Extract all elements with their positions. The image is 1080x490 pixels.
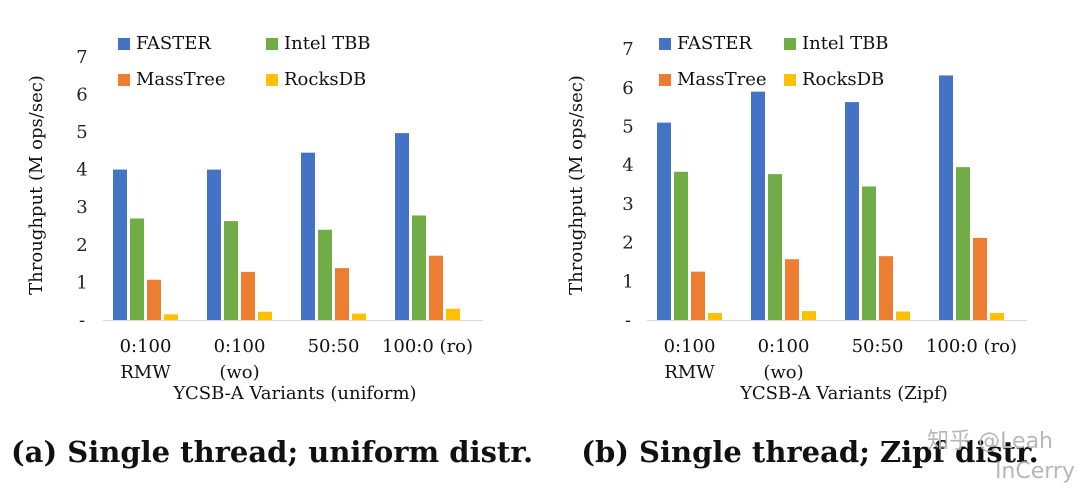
legend-label: FASTER xyxy=(136,33,211,54)
bar-faster xyxy=(845,102,859,320)
bar-intel-tbb xyxy=(674,171,688,320)
y-tick-label: 7 xyxy=(76,47,87,68)
x-tick-label: 50:50 xyxy=(308,336,360,357)
legend-swatch xyxy=(266,74,278,86)
chart-panel-b: - 1 2 3 4 5 6 7 Throughput (M ops/sec) 0:100 RMW 0:… xyxy=(566,33,1039,469)
bar-masstree xyxy=(785,259,799,320)
x-tick-label: 100:0 (ro) xyxy=(382,336,473,357)
y-tick-label: 6 xyxy=(622,78,633,99)
bar-intel-tbb xyxy=(862,186,876,320)
chart-panel-a: - 1 2 3 4 5 6 7 Throughput (M ops/sec) 0:100 RMW 0:… xyxy=(11,33,533,469)
bar-intel-tbb xyxy=(956,167,970,320)
figure-caption-a: (a) Single thread; uniform distr. xyxy=(11,435,533,469)
legend-swatch xyxy=(659,74,671,86)
legend-label: Intel TBB xyxy=(802,33,889,54)
x-tick-label: 0:100 xyxy=(120,336,172,357)
x-tick-label: 0:100 xyxy=(214,336,266,357)
y-tick-label: 4 xyxy=(622,155,633,176)
legend-label: Intel TBB xyxy=(284,33,371,54)
x-tick-label: 0:100 xyxy=(758,336,810,357)
bar-rocksdb xyxy=(352,313,366,320)
bar-faster xyxy=(207,169,221,320)
bar-faster xyxy=(751,91,765,320)
legend-label: MassTree xyxy=(677,69,767,90)
watermark-line2: InCerry xyxy=(995,459,1075,484)
legend-label: FASTER xyxy=(677,33,752,54)
x-tick-label: 100:0 (ro) xyxy=(926,336,1017,357)
legend-label: MassTree xyxy=(136,69,226,90)
x-axis-title: YCSB-A Variants (Zipf) xyxy=(739,383,947,404)
y-tick-label: 1 xyxy=(622,271,633,292)
bar-rocksdb xyxy=(896,311,910,320)
bar-masstree xyxy=(973,237,987,320)
bar-faster xyxy=(657,122,671,320)
legend-swatch xyxy=(266,38,278,50)
bar-intel-tbb xyxy=(224,221,238,320)
x-tick-label: (wo) xyxy=(763,362,803,383)
legend-label: RocksDB xyxy=(802,69,884,90)
y-tick-label: 2 xyxy=(76,235,87,256)
legend-label: RocksDB xyxy=(284,69,366,90)
y-tick-label: 6 xyxy=(76,84,87,105)
y-axis-title: Throughput (M ops/sec) xyxy=(26,75,47,295)
legend-swatch xyxy=(659,38,671,50)
y-tick-label: 1 xyxy=(76,272,87,293)
legend-swatch xyxy=(784,74,796,86)
y-tick-label: 3 xyxy=(76,197,87,218)
y-tick-label: 3 xyxy=(622,194,633,215)
x-tick-label: RMW xyxy=(120,362,171,383)
y-tick-label: 5 xyxy=(622,117,633,138)
bar-rocksdb xyxy=(802,311,816,320)
x-axis-title: YCSB-A Variants (uniform) xyxy=(172,383,416,404)
bar-rocksdb xyxy=(446,308,460,320)
bar-masstree xyxy=(429,255,443,320)
bar-intel-tbb xyxy=(130,218,144,320)
bar-rocksdb xyxy=(164,314,178,320)
x-tick-label: 0:100 xyxy=(664,336,716,357)
bar-intel-tbb xyxy=(412,215,426,320)
x-tick-label: RMW xyxy=(664,362,715,383)
x-tick-label: 50:50 xyxy=(852,336,904,357)
bar-masstree xyxy=(879,256,893,320)
watermark-line1: 知乎 @Leah xyxy=(927,429,1053,454)
bar-faster xyxy=(395,133,409,320)
legend-swatch xyxy=(784,38,796,50)
y-tick-label: 4 xyxy=(76,160,87,181)
y-tick-label: 5 xyxy=(76,122,87,143)
bar-masstree xyxy=(691,271,705,320)
y-tick-label: 2 xyxy=(622,233,633,254)
bar-faster xyxy=(301,152,315,320)
bar-faster xyxy=(113,169,127,320)
x-tick-label: (wo) xyxy=(219,362,259,383)
bar-rocksdb xyxy=(708,313,722,320)
bar-rocksdb xyxy=(990,313,1004,320)
bar-rocksdb xyxy=(258,311,272,320)
bar-intel-tbb xyxy=(768,174,782,320)
figure-caption-b: (b) Single thread; Zipf distr. xyxy=(581,435,1039,469)
y-tick-label: - xyxy=(79,310,85,331)
bar-masstree xyxy=(335,268,349,320)
y-tick-label: 7 xyxy=(622,39,633,60)
bar-masstree xyxy=(241,271,255,320)
bar-faster xyxy=(939,75,953,320)
y-axis-title: Throughput (M ops/sec) xyxy=(566,75,587,295)
bar-intel-tbb xyxy=(318,229,332,320)
legend-swatch xyxy=(118,74,130,86)
y-tick-label: - xyxy=(625,310,631,331)
bar-masstree xyxy=(147,279,161,320)
legend-swatch xyxy=(118,38,130,50)
